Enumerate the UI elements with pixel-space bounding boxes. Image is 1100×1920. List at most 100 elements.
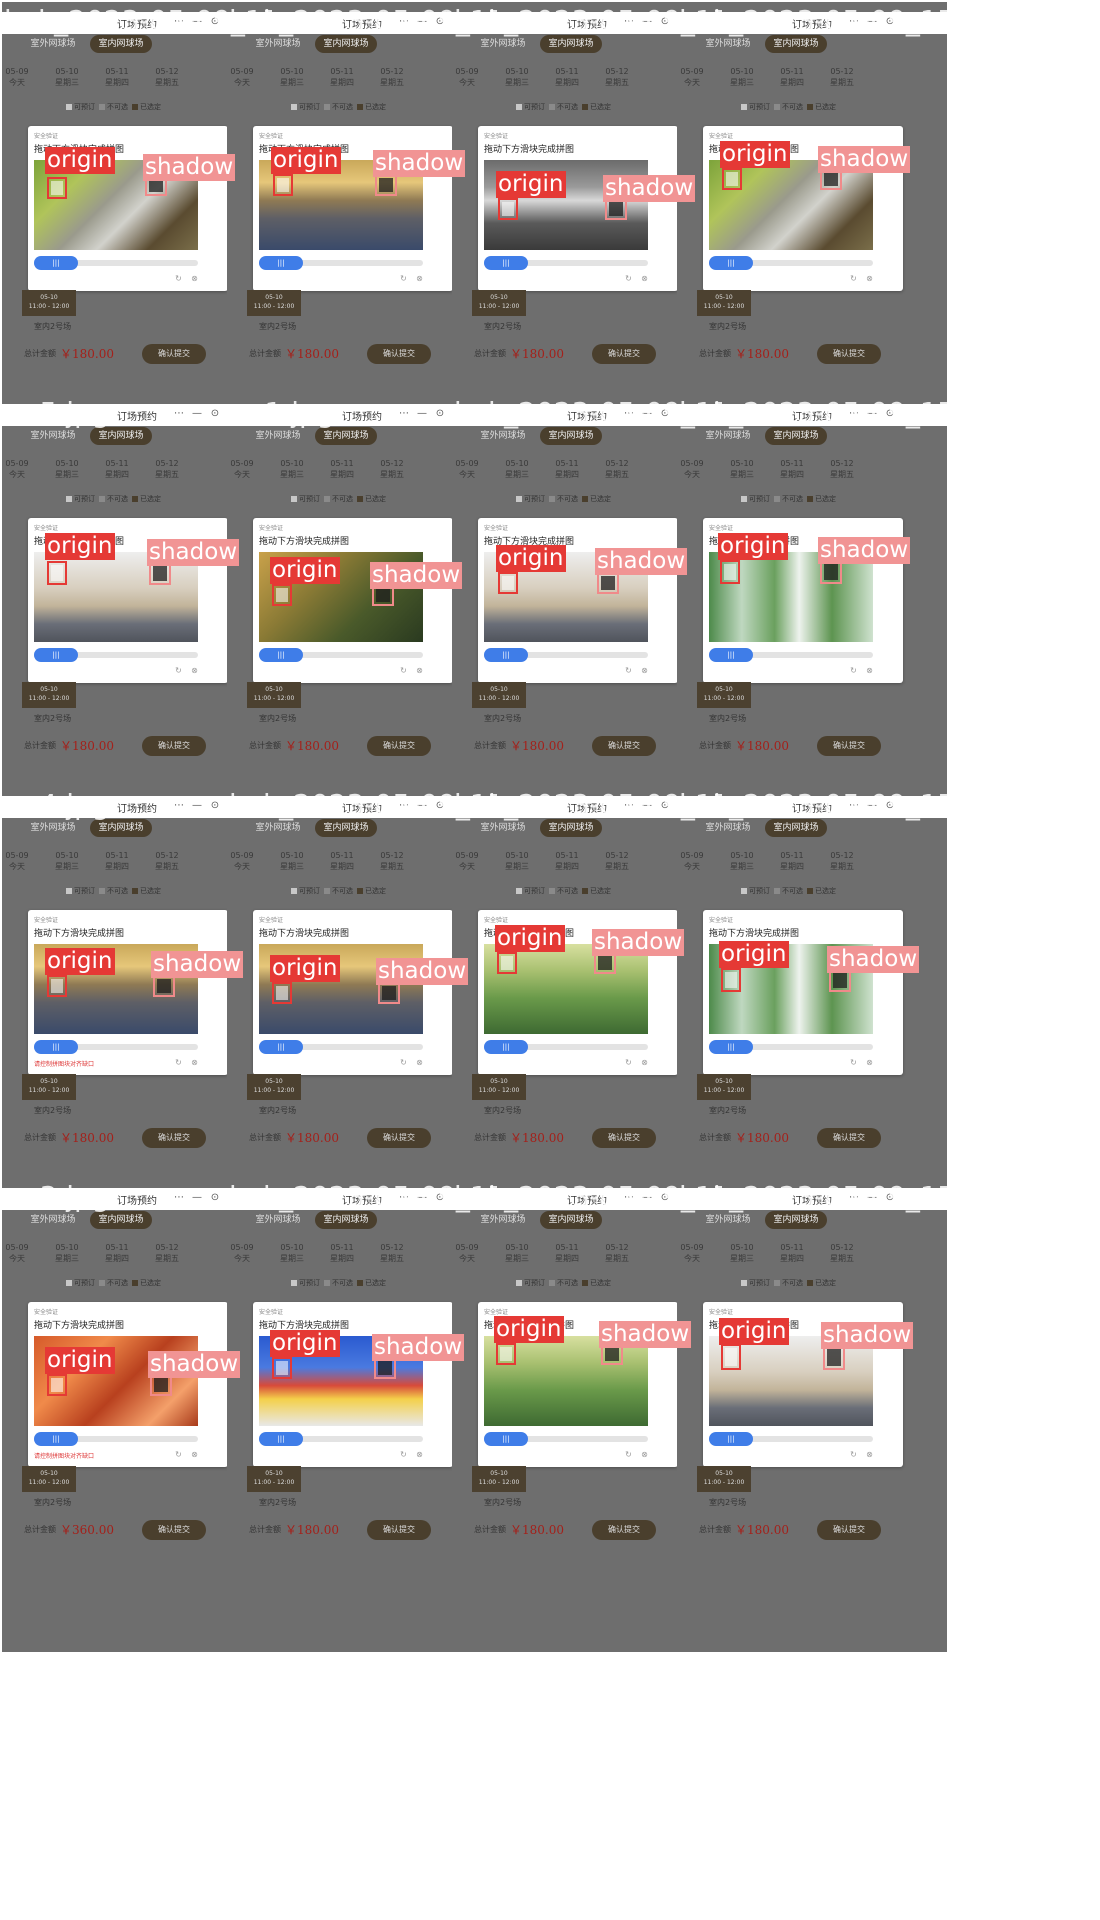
more-icon[interactable]: ⋯ [174, 800, 184, 811]
date-tab[interactable]: 05-11 星期四 [542, 1242, 592, 1264]
date-tab[interactable]: 05-10 星期三 [267, 66, 317, 88]
more-icon[interactable]: ⋯ [849, 1192, 859, 1203]
date-tab[interactable]: 05-11 星期四 [92, 458, 142, 480]
venue-tab-outdoor[interactable]: 室外网球场 [480, 39, 526, 49]
close-icon[interactable]: ⊙ [435, 1192, 445, 1203]
close-icon[interactable]: ⊙ [435, 800, 445, 811]
slider-track[interactable]: ||| [709, 1432, 873, 1446]
slider-track[interactable]: ||| [709, 256, 873, 270]
slider-handle[interactable]: ||| [259, 1040, 303, 1054]
slider-handle[interactable]: ||| [259, 256, 303, 270]
venue-tab-outdoor[interactable]: 室外网球场 [705, 431, 751, 441]
date-tab[interactable]: 05-12 星期五 [142, 1242, 192, 1264]
venue-tab-indoor[interactable]: 室内网球场 [540, 1211, 602, 1229]
venue-tab-indoor[interactable]: 室内网球场 [540, 35, 602, 53]
submit-button[interactable]: 确认提交 [142, 1520, 206, 1540]
more-icon[interactable]: ⋯ [399, 16, 409, 27]
close-icon[interactable]: ⊙ [210, 408, 220, 419]
venue-tab-outdoor[interactable]: 室外网球场 [255, 39, 301, 49]
date-tab[interactable]: 05-11 星期四 [542, 850, 592, 872]
submit-button[interactable]: 确认提交 [817, 1520, 881, 1540]
slider-track[interactable]: ||| [709, 1040, 873, 1054]
slider-handle[interactable]: ||| [709, 648, 753, 662]
refresh-icon[interactable]: ↻ [175, 274, 182, 283]
slider-handle[interactable]: ||| [709, 256, 753, 270]
date-tab[interactable]: 05-09 今天 [677, 850, 717, 872]
minimize-icon[interactable]: — [642, 1192, 652, 1203]
close-circle-icon[interactable]: ⊗ [416, 1058, 423, 1067]
close-icon[interactable]: ⊙ [660, 1192, 670, 1203]
date-tab[interactable]: 05-09 今天 [2, 850, 42, 872]
close-icon[interactable]: ⊙ [885, 16, 895, 27]
close-icon[interactable]: ⊙ [660, 16, 670, 27]
slider-track[interactable]: ||| [34, 256, 198, 270]
submit-button[interactable]: 确认提交 [367, 736, 431, 756]
date-tab[interactable]: 05-12 星期五 [592, 66, 642, 88]
slider-track[interactable]: ||| [484, 1040, 648, 1054]
date-tab[interactable]: 05-12 星期五 [142, 458, 192, 480]
refresh-icon[interactable]: ↻ [400, 1450, 407, 1459]
date-tab[interactable]: 05-11 星期四 [317, 458, 367, 480]
date-tab[interactable]: 05-10 星期三 [492, 1242, 542, 1264]
refresh-icon[interactable]: ↻ [850, 274, 857, 283]
refresh-icon[interactable]: ↻ [400, 666, 407, 675]
close-circle-icon[interactable]: ⊗ [641, 666, 648, 675]
refresh-icon[interactable]: ↻ [625, 1058, 632, 1067]
slider-handle[interactable]: ||| [34, 256, 78, 270]
slider-handle[interactable]: ||| [709, 1040, 753, 1054]
date-tab[interactable]: 05-10 星期三 [42, 850, 92, 872]
date-tab[interactable]: 05-09 今天 [677, 66, 717, 88]
submit-button[interactable]: 确认提交 [367, 344, 431, 364]
date-tab[interactable]: 05-10 星期三 [267, 850, 317, 872]
submit-button[interactable]: 确认提交 [367, 1128, 431, 1148]
date-tab[interactable]: 05-09 今天 [452, 1242, 492, 1264]
date-tab[interactable]: 05-10 星期三 [267, 1242, 317, 1264]
refresh-icon[interactable]: ↻ [850, 1058, 857, 1067]
more-icon[interactable]: ⋯ [399, 408, 409, 419]
submit-button[interactable]: 确认提交 [142, 344, 206, 364]
venue-tab-outdoor[interactable]: 室外网球场 [30, 823, 76, 833]
refresh-icon[interactable]: ↻ [625, 666, 632, 675]
slider-handle[interactable]: ||| [709, 1432, 753, 1446]
close-circle-icon[interactable]: ⊗ [641, 1058, 648, 1067]
slider-handle[interactable]: ||| [259, 648, 303, 662]
slider-handle[interactable]: ||| [34, 1040, 78, 1054]
date-tab[interactable]: 05-11 星期四 [317, 850, 367, 872]
refresh-icon[interactable]: ↻ [400, 274, 407, 283]
venue-tab-outdoor[interactable]: 室外网球场 [255, 1215, 301, 1225]
date-tab[interactable]: 05-12 星期五 [367, 458, 417, 480]
venue-tab-outdoor[interactable]: 室外网球场 [480, 1215, 526, 1225]
close-icon[interactable]: ⊙ [210, 1192, 220, 1203]
minimize-icon[interactable]: — [642, 800, 652, 811]
slider-track[interactable]: ||| [259, 1040, 423, 1054]
date-tab[interactable]: 05-11 星期四 [92, 1242, 142, 1264]
close-icon[interactable]: ⊙ [885, 1192, 895, 1203]
venue-tab-indoor[interactable]: 室内网球场 [765, 1211, 827, 1229]
minimize-icon[interactable]: — [192, 16, 202, 27]
slider-track[interactable]: ||| [259, 1432, 423, 1446]
more-icon[interactable]: ⋯ [399, 800, 409, 811]
close-circle-icon[interactable]: ⊗ [866, 1058, 873, 1067]
submit-button[interactable]: 确认提交 [817, 736, 881, 756]
close-circle-icon[interactable]: ⊗ [191, 274, 198, 283]
close-circle-icon[interactable]: ⊗ [191, 1450, 198, 1459]
date-tab[interactable]: 05-10 星期三 [717, 850, 767, 872]
refresh-icon[interactable]: ↻ [850, 666, 857, 675]
venue-tab-outdoor[interactable]: 室外网球场 [705, 823, 751, 833]
date-tab[interactable]: 05-10 星期三 [492, 850, 542, 872]
date-tab[interactable]: 05-10 星期三 [717, 458, 767, 480]
date-tab[interactable]: 05-09 今天 [2, 1242, 42, 1264]
slider-track[interactable]: ||| [709, 648, 873, 662]
minimize-icon[interactable]: — [867, 800, 877, 811]
venue-tab-indoor[interactable]: 室内网球场 [90, 1211, 152, 1229]
date-tab[interactable]: 05-12 星期五 [817, 458, 867, 480]
more-icon[interactable]: ⋯ [174, 1192, 184, 1203]
close-circle-icon[interactable]: ⊗ [866, 666, 873, 675]
close-circle-icon[interactable]: ⊗ [641, 274, 648, 283]
close-circle-icon[interactable]: ⊗ [416, 666, 423, 675]
submit-button[interactable]: 确认提交 [142, 1128, 206, 1148]
date-tab[interactable]: 05-09 今天 [2, 458, 42, 480]
date-tab[interactable]: 05-12 星期五 [142, 66, 192, 88]
submit-button[interactable]: 确认提交 [817, 344, 881, 364]
submit-button[interactable]: 确认提交 [592, 736, 656, 756]
